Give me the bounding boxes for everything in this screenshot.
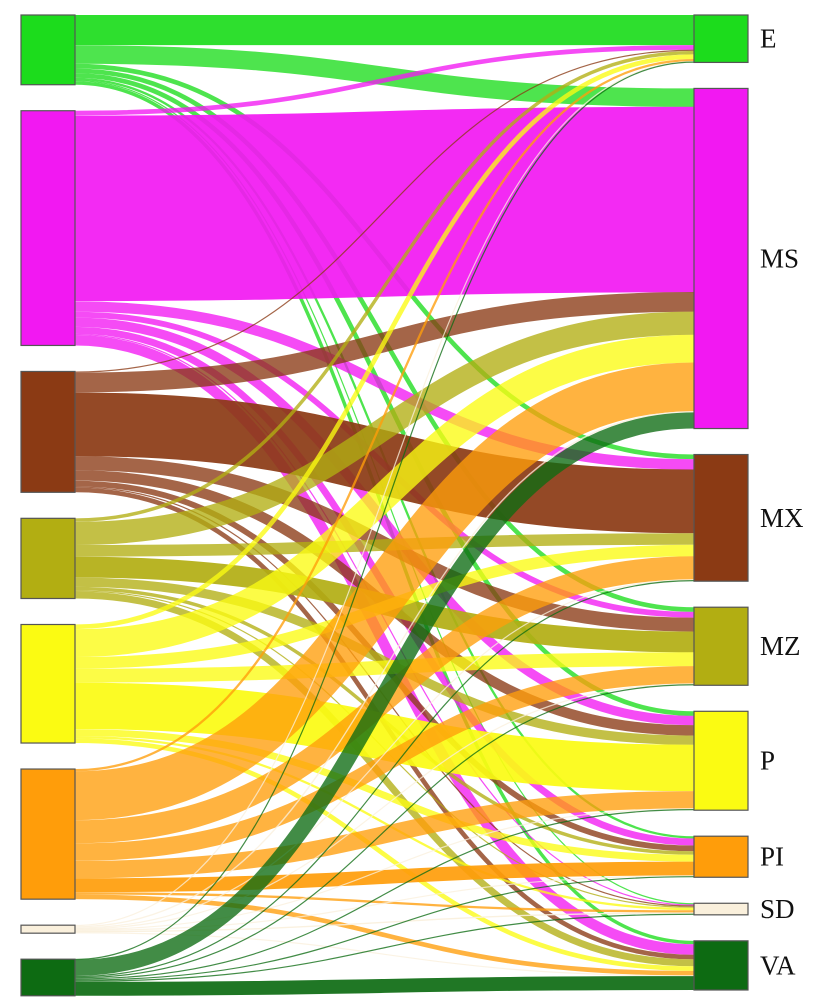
label-sd: SD <box>760 894 795 924</box>
flow-va-to-pi <box>74 876 695 981</box>
flow-pi-to-mz <box>74 666 695 861</box>
source-node-mx <box>20 370 76 493</box>
source-node-e <box>20 14 76 86</box>
target-node-mz <box>693 606 749 686</box>
target-node-va <box>693 940 749 991</box>
target-node-e <box>693 14 749 64</box>
label-p: P <box>760 746 775 776</box>
target-node-p <box>693 710 749 811</box>
flow-va-to-ms <box>74 412 695 977</box>
flow-ms-to-e <box>74 45 695 116</box>
flow-p-to-pi <box>74 729 695 862</box>
flow-p-to-mz <box>74 652 695 683</box>
flow-pi-to-e <box>74 58 695 772</box>
flow-pi-to-ms <box>74 362 695 821</box>
flow-pi-to-sd <box>74 892 695 913</box>
label-pi: PI <box>760 842 784 872</box>
flow-va-to-va <box>74 976 695 996</box>
target-labels: E MS MX MZ P PI SD VA <box>760 24 804 981</box>
target-node-pi <box>693 835 749 878</box>
flow-mz-to-mx <box>74 533 695 557</box>
source-node-va <box>20 958 76 997</box>
flow-sd-to-p <box>74 808 695 931</box>
source-nodes <box>20 14 76 997</box>
target-node-mx <box>693 453 749 582</box>
flow-links <box>74 14 695 996</box>
flow-mz-to-ms <box>74 311 695 546</box>
flow-va-to-e <box>74 61 695 961</box>
flow-va-to-mz <box>74 684 695 979</box>
flow-p-to-ms <box>74 334 695 658</box>
flow-e-to-p <box>74 73 695 716</box>
flow-va-to-sd <box>74 913 695 982</box>
flow-pi-to-p <box>74 791 695 879</box>
target-node-ms <box>693 87 749 430</box>
flow-mz-to-e <box>74 50 695 522</box>
label-ms: MS <box>760 243 799 273</box>
flow-sd-to-pi <box>74 875 695 931</box>
target-node-sd <box>693 902 749 916</box>
flow-ms-to-ms <box>74 106 695 302</box>
flow-mx-to-mx <box>74 392 695 534</box>
flow-va-to-mx <box>74 580 695 978</box>
flow-mx-to-e <box>74 49 695 373</box>
flow-p-to-e <box>74 54 695 630</box>
flow-sd-to-ms <box>74 411 695 928</box>
source-node-sd <box>20 924 76 934</box>
label-va: VA <box>760 950 796 980</box>
flow-ms-to-p <box>74 317 695 726</box>
flow-p-to-p <box>74 682 695 792</box>
label-e: E <box>760 24 777 54</box>
flow-pi-to-pi <box>74 861 695 893</box>
target-nodes <box>693 14 749 991</box>
source-node-mz <box>20 517 76 600</box>
flow-e-to-ms <box>74 45 695 107</box>
flow-va-to-p <box>74 809 695 980</box>
source-node-pi <box>20 768 76 900</box>
source-node-ms <box>20 110 76 347</box>
label-mx: MX <box>760 503 804 533</box>
flow-sd-to-e <box>74 60 695 927</box>
flow-sd-to-mz <box>74 683 695 930</box>
label-mz: MZ <box>760 631 801 661</box>
source-node-p <box>20 623 76 744</box>
flow-pi-to-va <box>74 894 695 976</box>
